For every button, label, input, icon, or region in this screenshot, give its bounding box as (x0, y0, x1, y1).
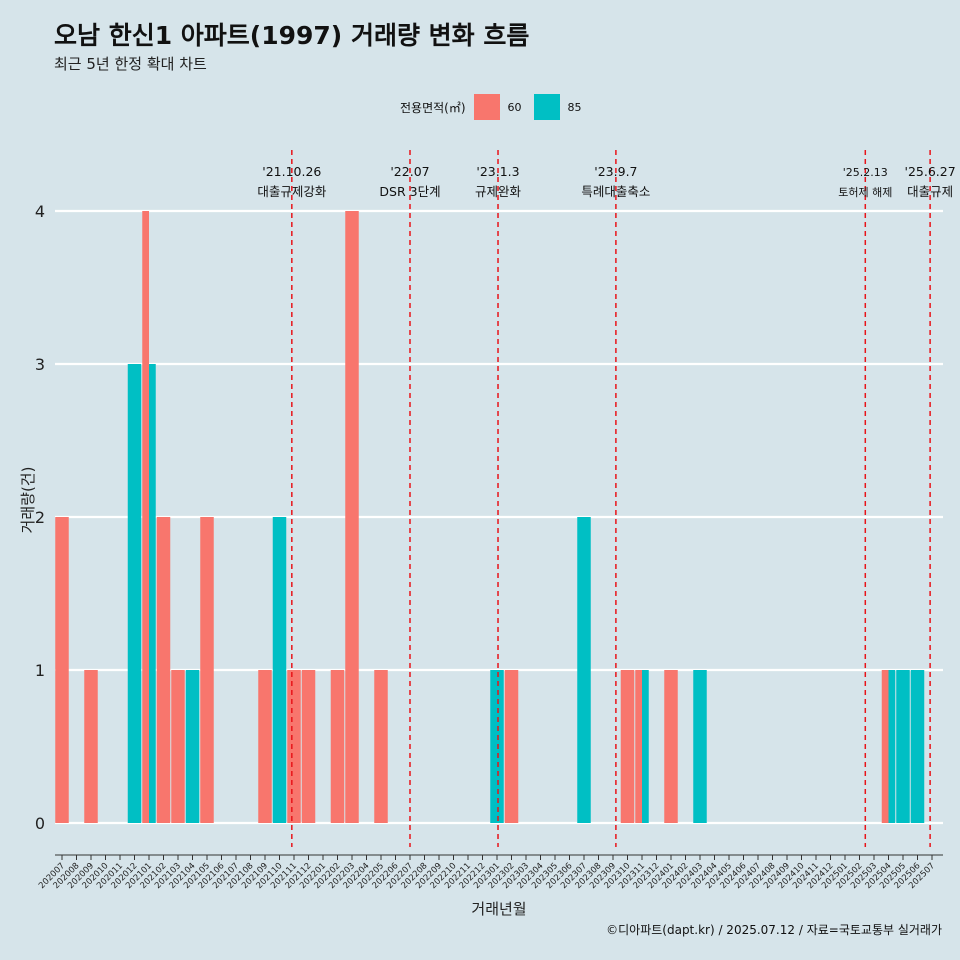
bar-85-202101 (149, 364, 156, 823)
bar-60-202101 (142, 211, 149, 823)
event-name-label: 대출규제 (907, 184, 953, 199)
bar-85-202403 (693, 670, 707, 823)
bar-60-202310 (620, 670, 635, 823)
legend-label-85: 85 (567, 100, 582, 114)
bar-85-202301 (490, 670, 504, 823)
bar-85-202311 (642, 670, 649, 823)
y-tick-label: 0 (35, 814, 45, 833)
event-date-label: '21.10.26 (262, 164, 321, 179)
bar-60-202504 (881, 670, 889, 823)
bar-60-202302 (504, 670, 519, 823)
legend-swatch-60 (473, 94, 500, 120)
event-name-label: 규제완화 (475, 184, 522, 199)
event-name-label: 특례대출축소 (581, 184, 650, 199)
event-name-label: 대출규제강화 (257, 184, 327, 199)
bar-60-202205 (374, 670, 388, 823)
bar-85-202012 (127, 364, 142, 823)
bar-60-202202 (330, 670, 345, 823)
bar-60-202103 (171, 670, 185, 823)
source-caption: ©디아파트(dapt.kr) / 2025.07.12 / 자료=국토교통부 실… (606, 923, 942, 937)
y-tick-label: 3 (35, 355, 45, 374)
y-tick-label: 4 (35, 202, 45, 221)
bar-60-202009 (84, 670, 98, 823)
bar-60-202102 (156, 517, 171, 823)
y-tick-label: 2 (35, 508, 45, 527)
event-name-label: DSR 3단계 (379, 184, 440, 199)
x-axis-title: 거래년월 (471, 900, 526, 918)
bar-85-202505 (896, 670, 910, 823)
bar-60-202112 (301, 670, 316, 823)
legend-swatch-85 (533, 94, 560, 120)
chart-subtitle: 최근 5년 한정 확대 차트 (54, 55, 207, 73)
bar-85-202104 (185, 670, 200, 823)
event-date-label: '23.1.3 (476, 164, 519, 179)
event-date-label: '25.6.27 (905, 164, 956, 179)
legend-title: 전용면적(㎡) (400, 100, 466, 115)
y-axis-title: 거래량(건) (19, 467, 37, 534)
chart-title: 오남 한신1 아파트(1997) 거래량 변화 흐름 (54, 21, 530, 50)
bar-85-202504 (888, 670, 896, 823)
bar-60-202105 (200, 517, 214, 823)
event-date-label: '22.07 (390, 164, 429, 179)
event-date-label: '23.9.7 (594, 164, 637, 179)
bar-60-202109 (258, 670, 272, 823)
event-date-label: '25.2.13 (843, 166, 888, 179)
bar-60-202007 (55, 517, 69, 823)
legend: 전용면적(㎡) 60 85 (400, 94, 594, 120)
bar-85-202110 (272, 517, 287, 823)
bar-60-202203 (345, 211, 359, 823)
bar-60-202401 (664, 670, 678, 823)
legend-label-60: 60 (507, 100, 522, 114)
event-name-label: 토허제 해제 (838, 185, 892, 199)
bar-85-202307 (577, 517, 591, 823)
bar-60-202311 (635, 670, 642, 823)
y-tick-label: 1 (35, 661, 45, 680)
bar-60-202111 (287, 670, 301, 823)
bar-85-202506 (910, 670, 925, 823)
